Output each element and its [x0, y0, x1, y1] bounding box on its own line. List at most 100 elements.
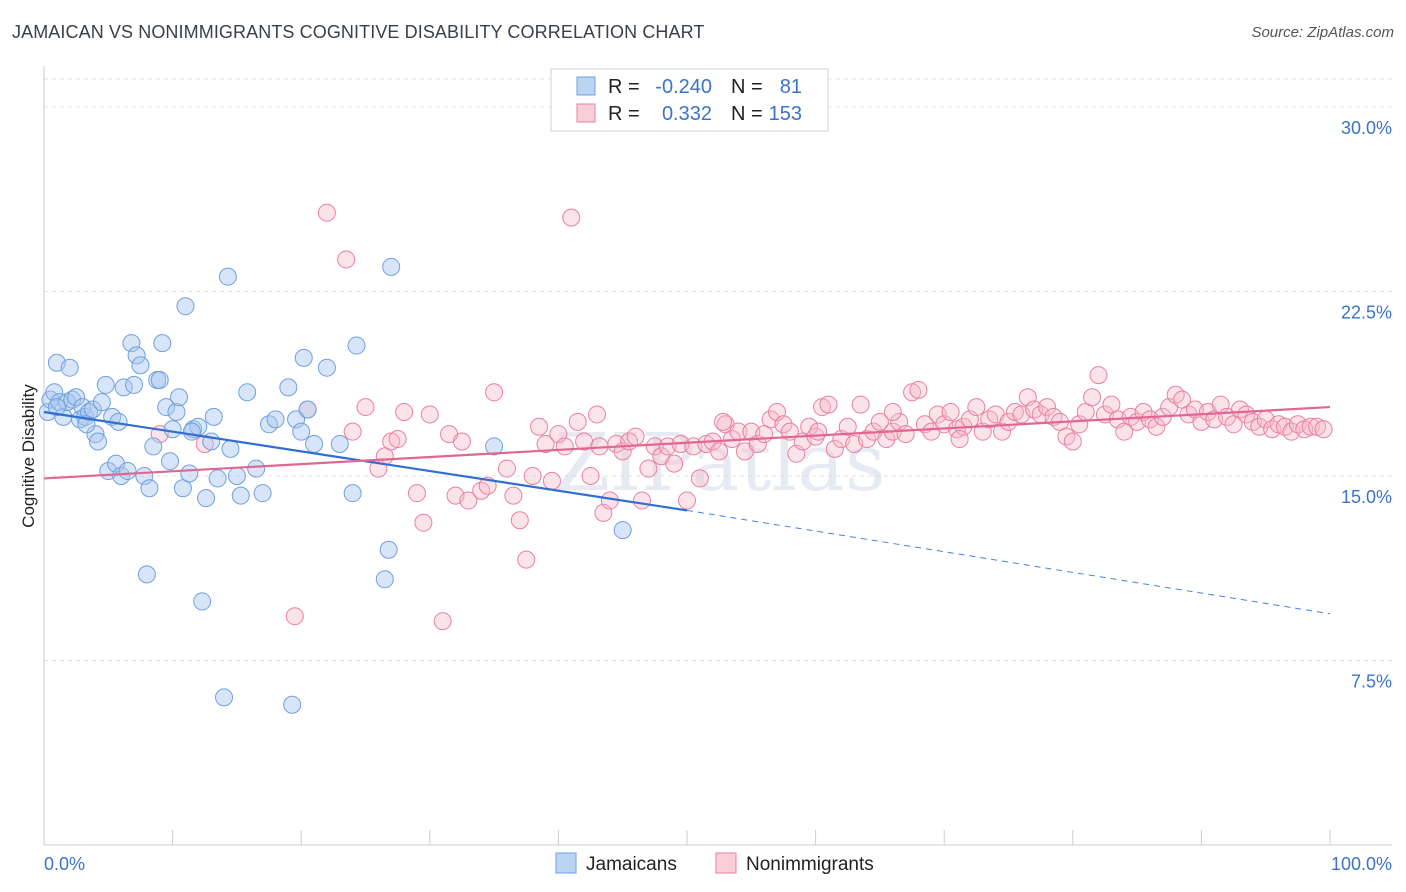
- legend-box: R = -0.240 N = 81 R = 0.332 N = 153: [550, 68, 829, 132]
- point-nonimmigrants: [774, 415, 793, 434]
- chart-title: JAMAICAN VS NONIMMIGRANTS COGNITIVE DISA…: [12, 22, 705, 42]
- point-jamaicans: [231, 486, 250, 505]
- point-jamaicans: [167, 402, 186, 421]
- point-jamaicans: [157, 398, 176, 417]
- point-nonimmigrants: [452, 432, 471, 451]
- point-jamaicans: [131, 356, 150, 375]
- point-jamaicans: [305, 434, 324, 453]
- legend-swatch-nonimmigrants: [576, 103, 596, 123]
- point-nonimmigrants: [896, 425, 915, 444]
- point-nonimmigrants: [1038, 398, 1057, 417]
- point-jamaicans: [485, 437, 504, 456]
- point-nonimmigrants: [809, 422, 828, 441]
- y-axis-title: Cognitive Disability: [19, 384, 38, 528]
- point-jamaicans: [227, 466, 246, 485]
- point-jamaicans: [96, 375, 115, 394]
- legend-n-value-2: 153: [769, 103, 802, 125]
- bottom-legend-swatch-nonimmigrants: [715, 852, 737, 874]
- point-jamaicans: [379, 540, 398, 559]
- point-nonimmigrants: [395, 402, 414, 421]
- point-jamaicans: [317, 358, 336, 377]
- y-tick-labels: 7.5% 15.0% 22.5% 30.0%: [1341, 118, 1392, 692]
- point-nonimmigrants: [510, 511, 529, 530]
- point-jamaicans: [137, 565, 156, 584]
- point-nonimmigrants: [626, 427, 645, 446]
- point-jamaicans: [197, 489, 216, 508]
- point-jamaicans: [294, 348, 313, 367]
- point-nonimmigrants: [877, 430, 896, 449]
- point-jamaicans: [375, 570, 394, 589]
- trend-line-jamaicans-extrapolated: [686, 509, 1331, 615]
- point-nonimmigrants: [587, 405, 606, 424]
- point-nonimmigrants: [317, 203, 336, 222]
- point-nonimmigrants: [1083, 388, 1102, 407]
- point-nonimmigrants: [1147, 417, 1166, 436]
- point-nonimmigrants: [967, 398, 986, 417]
- legend-r-value-2: 0.332: [662, 103, 712, 125]
- point-jamaicans: [343, 484, 362, 503]
- point-jamaicans: [170, 388, 189, 407]
- point-nonimmigrants: [883, 402, 902, 421]
- y-tick-label: 22.5%: [1341, 302, 1392, 322]
- bottom-legend-swatch-jamaicans: [555, 852, 577, 874]
- x-tick-labels: 0.0% 100.0%: [44, 854, 1392, 874]
- point-nonimmigrants: [555, 437, 574, 456]
- point-nonimmigrants: [710, 442, 729, 461]
- point-nonimmigrants: [851, 395, 870, 414]
- grid-lines: [44, 78, 1392, 661]
- legend-r-label-1: R =: [608, 76, 640, 98]
- point-nonimmigrants: [1089, 366, 1108, 385]
- point-jamaicans: [89, 432, 108, 451]
- point-nonimmigrants: [825, 439, 844, 458]
- point-jamaicans: [127, 346, 146, 365]
- point-nonimmigrants: [407, 484, 426, 503]
- source-label: Source: ZipAtlas.com: [1251, 24, 1394, 41]
- point-nonimmigrants: [690, 469, 709, 488]
- x-tick-label: 0.0%: [44, 854, 85, 874]
- legend-r-label-2: R =: [608, 103, 640, 125]
- point-nonimmigrants: [950, 430, 969, 449]
- point-jamaicans: [292, 422, 311, 441]
- point-jamaicans: [180, 464, 199, 483]
- point-nonimmigrants: [459, 491, 478, 510]
- point-nonimmigrants: [632, 491, 651, 510]
- point-jamaicans: [218, 267, 237, 286]
- point-jamaicans: [208, 469, 227, 488]
- point-jamaicans: [330, 434, 349, 453]
- point-nonimmigrants: [530, 417, 549, 436]
- bottom-legend-label-jamaicans: Jamaicans: [586, 854, 677, 875]
- point-jamaicans: [266, 410, 285, 429]
- trend-lines: [43, 405, 1331, 615]
- point-nonimmigrants: [337, 250, 356, 269]
- y-tick-label: 15.0%: [1341, 487, 1392, 507]
- point-nonimmigrants: [581, 466, 600, 485]
- point-jamaicans: [92, 393, 111, 412]
- y-tick-label: 30.0%: [1341, 118, 1392, 138]
- point-jamaicans: [47, 398, 66, 417]
- legend-swatch-jamaicans: [576, 76, 596, 96]
- point-nonimmigrants: [909, 380, 928, 399]
- legend-r-value-1: -0.240: [655, 76, 712, 98]
- point-jamaicans: [193, 592, 212, 611]
- y-tick-label: 7.5%: [1351, 671, 1392, 691]
- point-jamaicans: [298, 400, 317, 419]
- point-jamaicans: [238, 383, 257, 402]
- point-nonimmigrants: [523, 466, 542, 485]
- point-nonimmigrants: [819, 395, 838, 414]
- point-nonimmigrants: [485, 383, 504, 402]
- point-jamaicans: [176, 297, 195, 316]
- point-nonimmigrants: [678, 491, 696, 510]
- point-nonimmigrants: [858, 430, 877, 449]
- watermark: ZIPatlas: [554, 416, 886, 509]
- trend-line-nonimmigrants: [43, 405, 1331, 480]
- point-nonimmigrants: [645, 437, 664, 456]
- point-jamaicans: [247, 459, 266, 478]
- point-nonimmigrants: [1314, 420, 1333, 439]
- point-nonimmigrants: [504, 486, 523, 505]
- point-nonimmigrants: [414, 513, 433, 532]
- legend-n-value-1: 81: [780, 76, 802, 98]
- point-nonimmigrants: [542, 471, 561, 490]
- point-jamaicans: [67, 388, 86, 407]
- point-jamaicans: [60, 358, 79, 377]
- point-nonimmigrants: [562, 208, 581, 227]
